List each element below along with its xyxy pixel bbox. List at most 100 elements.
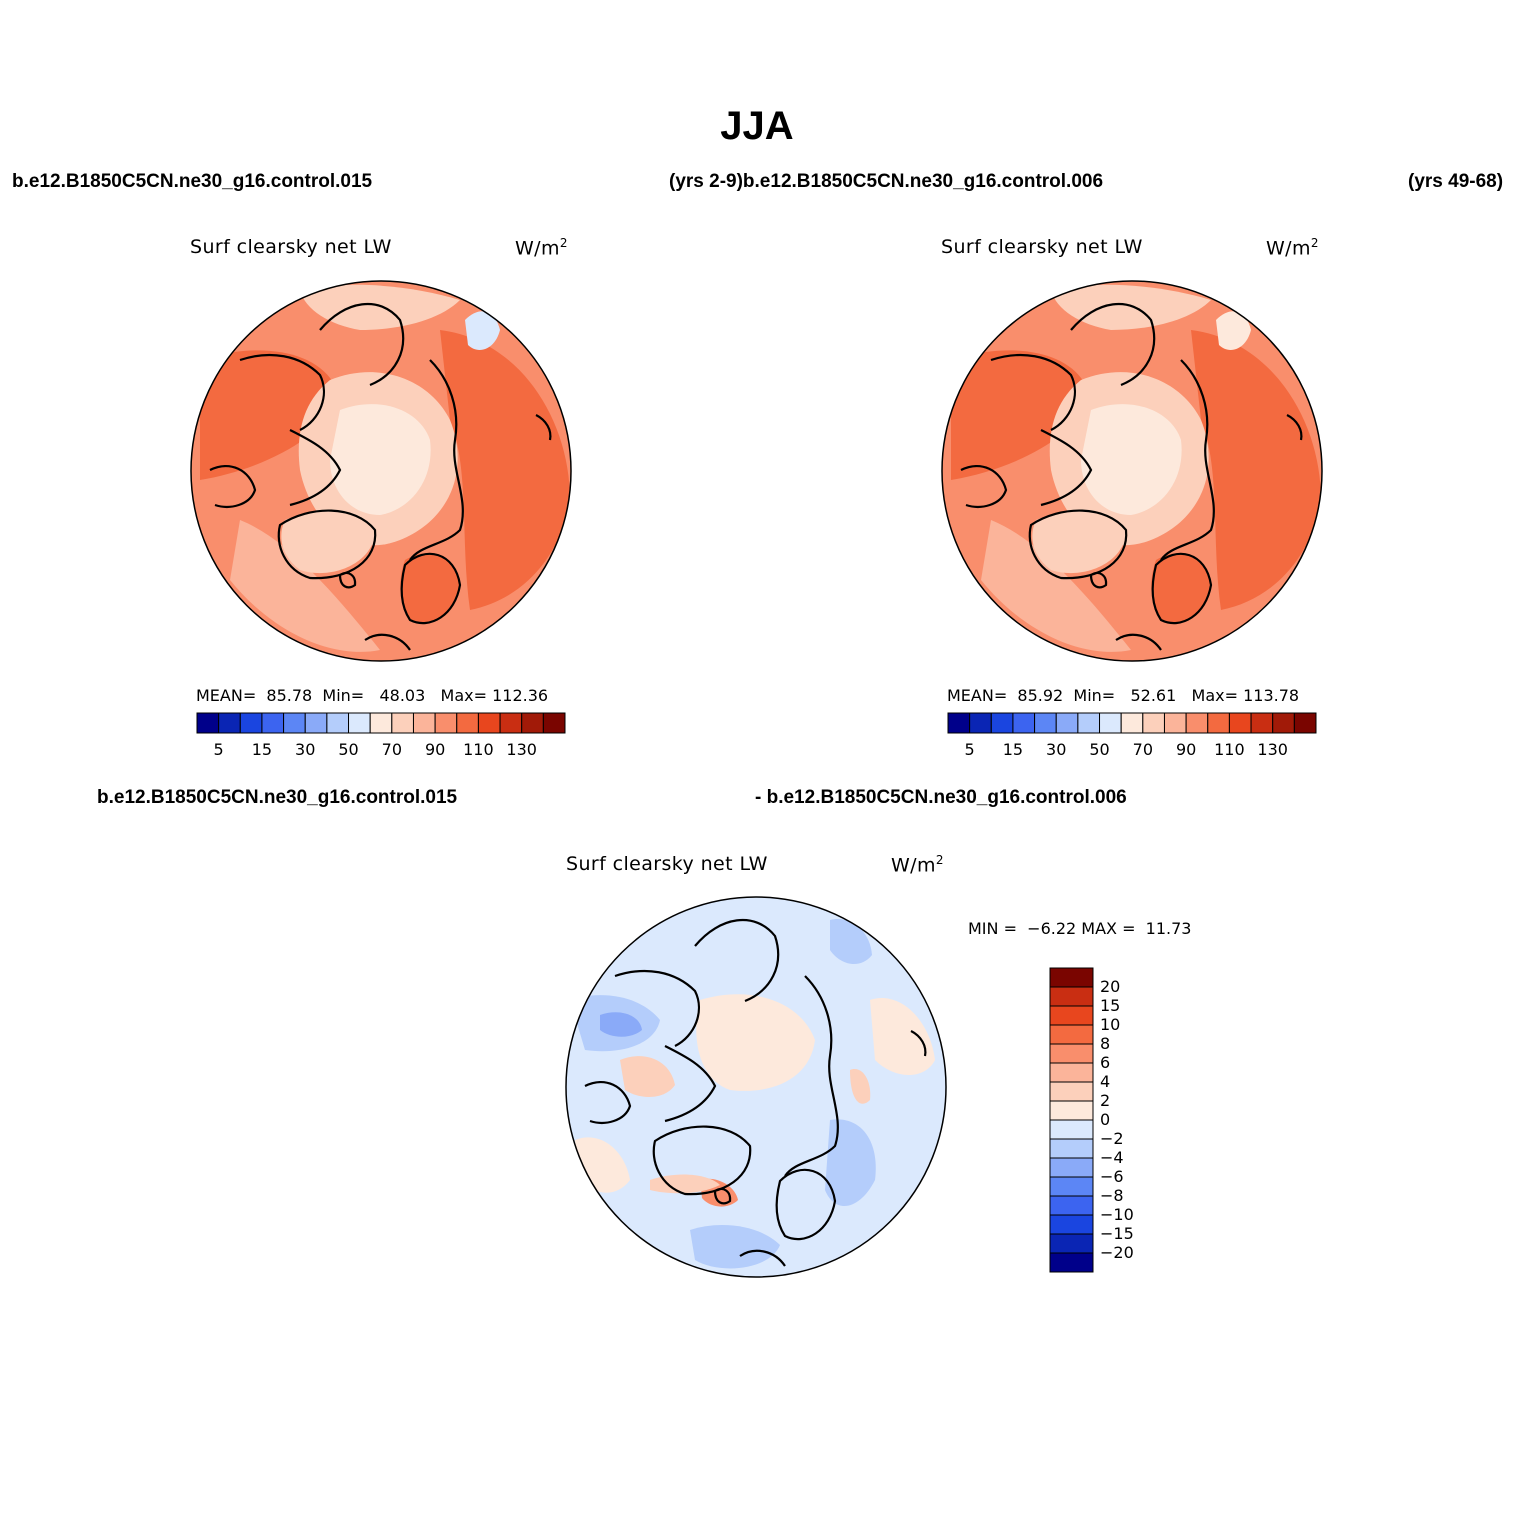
colorbar-tick-label: −20 [1100,1243,1134,1262]
colorbar-tick-label: 90 [425,740,445,759]
top-mid-header: (yrs 2-9)b.e12.B1850C5CN.ne30_g16.contro… [669,171,1104,192]
map3-blue-east [825,1119,876,1207]
map3-red-strip [650,1174,720,1194]
map2-central-arctic [1081,404,1182,515]
panel1-units: W/m2 [515,236,568,260]
colorbar-swatch [499,712,523,734]
colorbar-tick-label: −15 [1100,1224,1134,1243]
map-panel-3 [565,896,947,1278]
map2-atlantic [981,520,1131,652]
colorbar-tick-label: 110 [463,740,494,759]
map3-red-greenland [620,1056,675,1097]
colorbar-tick-label: 50 [338,740,358,759]
map1-warm-canada [200,350,340,480]
map1-coastlines [209,302,552,651]
map-panel-1 [190,280,572,662]
map2-greenland [1032,511,1126,574]
colorbar-tick-label: 5 [965,740,975,759]
colorbar-swatch [1049,1081,1094,1102]
colorbar-swatch [542,712,566,734]
colorbar-swatch [1049,1233,1094,1254]
map1-central-arctic [330,404,431,515]
colorbar-panel-2: 5 15 30 50 70 90 110 130 [947,712,1317,759]
map2-warm-eurasia [1191,330,1321,610]
map3-pale-arctic [696,994,815,1091]
colorbar-swatch [1049,1252,1094,1273]
colorbar-swatch [304,712,328,734]
colorbar-swatch [1250,712,1274,734]
colorbar-tick-label: −2 [1100,1129,1124,1148]
map3-coastlines [584,918,927,1267]
colorbar-swatch [412,712,436,734]
colorbar-swatch [391,712,414,734]
map1-atlantic [230,520,380,652]
colorbar-swatch [434,712,458,734]
colorbar-swatch [1077,712,1101,734]
colorbar-swatch [1049,1119,1094,1140]
top-left-header: b.e12.B1850C5CN.ne30_g16.control.015 [12,171,373,192]
colorbar-tick-label: −10 [1100,1205,1134,1224]
colorbar-swatch [1055,712,1079,734]
main-title: JJA [720,104,794,148]
colorbar-tick-label: 6 [1100,1053,1110,1072]
colorbar-swatch [261,712,285,734]
colorbar-swatch [477,712,501,734]
colorbar-tick-label: −8 [1100,1186,1124,1205]
colorbar-tick-label: 15 [1100,996,1120,1015]
colorbar-tick-label: 50 [1089,740,1109,759]
colorbar-tick-label: 5 [214,740,224,759]
colorbar-swatch [369,712,393,734]
colorbar-swatch [1049,1214,1094,1235]
colorbar-swatch [1049,1043,1094,1064]
colorbar-swatch [990,712,1014,734]
map2-border [941,280,1323,662]
colorbar-tick-label: 30 [295,740,315,759]
map1-greenland [281,511,375,574]
colorbar-tick-label: 90 [1176,740,1196,759]
colorbar-swatch [947,712,971,734]
map3-border [565,896,947,1278]
colorbar-swatch [1120,712,1144,734]
panel1-stats: MEAN= 85.78 Min= 48.03 Max= 112.36 [196,686,549,705]
map3-blue-south [690,1225,780,1269]
map3-blue-west-dark [600,1012,642,1037]
colorbar-tick-label: 15 [1003,740,1023,759]
colorbar-tick-label: 130 [506,740,537,759]
colorbar-swatch [1049,1062,1094,1083]
panel3-stats: MIN = −6.22 MAX = 11.73 [968,919,1192,938]
colorbar-swatch [1228,712,1252,734]
map2-scandinavia [1151,553,1211,624]
colorbar-swatch [1207,712,1230,734]
panel1-variable-title: Surf clearsky net LW [190,236,392,258]
map3-pale-east [870,998,935,1075]
colorbar-swatch [196,712,220,734]
colorbar-tick-label: 8 [1100,1034,1110,1053]
diff-right-header: - b.e12.B1850C5CN.ne30_g16.control.006 [755,787,1127,808]
map2-coastlines [960,302,1303,651]
map1-scandinavia [400,553,460,624]
colorbar-swatch [1272,712,1295,734]
map1-border [190,280,572,662]
colorbar-swatch [348,712,371,734]
colorbar-tick-label: 70 [382,740,402,759]
colorbar-tick-label: 30 [1046,740,1066,759]
map2-pacific-pale-patch [1216,311,1251,350]
colorbar-swatch [1099,712,1122,734]
colorbar-swatch [1049,1157,1094,1178]
colorbar-swatch [1012,712,1036,734]
panel2-stats: MEAN= 85.92 Min= 52.61 Max= 113.78 [947,686,1300,705]
colorbar-swatch [456,712,479,734]
colorbar-panel-1: 5 15 30 50 70 90 110 130 [196,712,566,759]
colorbar-swatch [239,712,263,734]
map1-warm-eurasia [440,330,570,610]
colorbar-swatch [1163,712,1187,734]
colorbar-swatch [1185,712,1209,734]
colorbar-swatch [1049,1024,1094,1045]
colorbar-tick-label: 130 [1257,740,1288,759]
colorbar-swatch [1049,1100,1094,1121]
colorbar-swatch [521,712,544,734]
panel3-units: W/m2 [891,853,944,877]
panel2-variable-title: Surf clearsky net LW [941,236,1143,258]
colorbar-swatch [1142,712,1165,734]
colorbar-swatch [1049,967,1094,988]
